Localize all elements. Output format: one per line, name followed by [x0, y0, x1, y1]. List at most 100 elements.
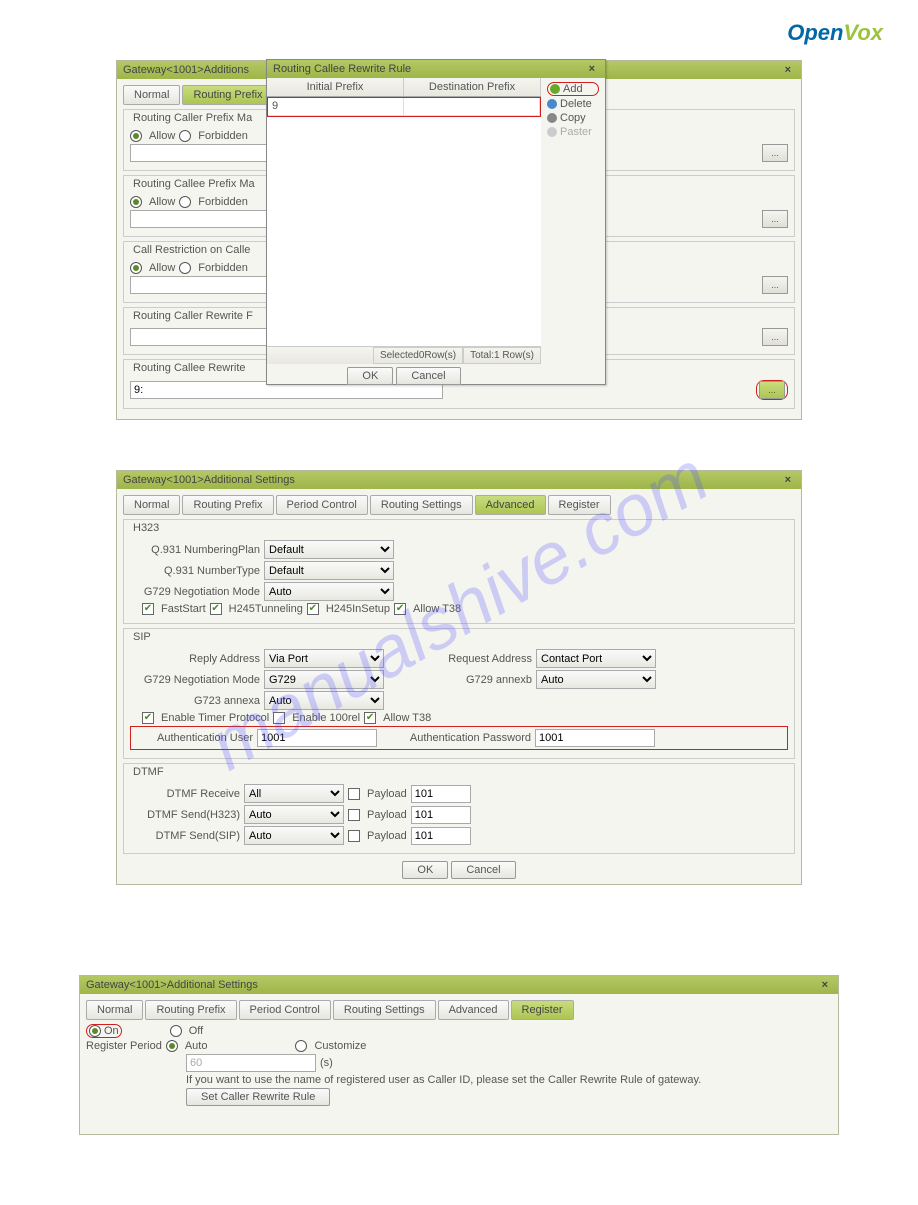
ok-button[interactable]: OK: [402, 861, 448, 879]
forbidden-radio[interactable]: [179, 130, 191, 142]
g729-neg-select[interactable]: G729: [264, 670, 384, 689]
grid-row[interactable]: 9: [267, 97, 541, 117]
add-action[interactable]: Add: [547, 82, 599, 96]
legend: Routing Callee Prefix Ma: [130, 178, 258, 190]
label: H245InSetup: [326, 603, 390, 615]
close-icon[interactable]: ×: [781, 64, 795, 76]
request-address-select[interactable]: Contact Port: [536, 649, 656, 668]
label: Payload: [367, 788, 407, 800]
tab-advanced[interactable]: Advanced: [438, 1000, 509, 1020]
col-initial-prefix: Initial Prefix: [267, 78, 404, 96]
ellipsis-button[interactable]: ...: [762, 144, 788, 162]
copy-action[interactable]: Copy: [547, 112, 599, 124]
label: Enable Timer Protocol: [161, 712, 269, 724]
dtmf-receive-select[interactable]: All: [244, 784, 344, 803]
note-text: If you want to use the name of registere…: [186, 1074, 701, 1086]
set-caller-rewrite-button[interactable]: Set Caller Rewrite Rule: [186, 1088, 330, 1106]
cell-destination[interactable]: [404, 98, 540, 116]
auto-radio[interactable]: [166, 1040, 178, 1052]
tab-period-control[interactable]: Period Control: [239, 1000, 331, 1020]
paster-action[interactable]: Paster: [547, 126, 599, 138]
grid-footer: Selected0Row(s) Total:1 Row(s): [267, 347, 541, 364]
payload-input[interactable]: [411, 806, 471, 824]
panel-register: Gateway<1001>Additional Settings × Norma…: [79, 975, 839, 1135]
legend: SIP: [130, 631, 154, 643]
g729-mode-select[interactable]: Auto: [264, 582, 394, 601]
tab-register[interactable]: Register: [548, 495, 611, 515]
tab-normal[interactable]: Normal: [123, 85, 180, 105]
off-radio[interactable]: [170, 1025, 182, 1037]
payload-input[interactable]: [411, 785, 471, 803]
label: Payload: [367, 830, 407, 842]
close-icon[interactable]: ×: [585, 63, 599, 75]
payload-checkbox: [348, 830, 360, 842]
reply-address-select[interactable]: Via Port: [264, 649, 384, 668]
cell-initial[interactable]: 9: [268, 98, 404, 116]
allow-t38-checkbox[interactable]: ✔: [394, 603, 406, 615]
cancel-button[interactable]: Cancel: [396, 367, 460, 385]
ellipsis-button[interactable]: ...: [759, 381, 785, 399]
tab-period-control[interactable]: Period Control: [276, 495, 368, 515]
allow-label: Allow: [149, 130, 175, 142]
auth-password-input[interactable]: [535, 729, 655, 747]
allow-label: Allow: [149, 196, 175, 208]
tab-normal[interactable]: Normal: [123, 495, 180, 515]
label: Reply Address: [130, 653, 260, 665]
auth-user-input[interactable]: [257, 729, 377, 747]
sip-allow-t38-checkbox[interactable]: ✔: [364, 712, 376, 724]
dtmf-sip-select[interactable]: Auto: [244, 826, 344, 845]
payload-checkbox: [348, 809, 360, 821]
panel3-title: Gateway<1001>Additional Settings: [86, 979, 258, 991]
forbidden-radio[interactable]: [179, 262, 191, 274]
on-label: On: [104, 1025, 119, 1037]
label: FastStart: [161, 603, 206, 615]
close-icon[interactable]: ×: [818, 979, 832, 991]
g723-select[interactable]: Auto: [264, 691, 384, 710]
label: Q.931 NumberingPlan: [130, 544, 260, 556]
delete-action[interactable]: Delete: [547, 98, 599, 110]
number-type-select[interactable]: Default: [264, 561, 394, 580]
forbidden-radio[interactable]: [179, 196, 191, 208]
payload-input[interactable]: [411, 827, 471, 845]
tab-advanced[interactable]: Advanced: [475, 495, 546, 515]
ok-button[interactable]: OK: [347, 367, 393, 385]
cancel-button[interactable]: Cancel: [451, 861, 515, 879]
ellipsis-button[interactable]: ...: [762, 210, 788, 228]
tab-routing-prefix[interactable]: Routing Prefix: [145, 1000, 236, 1020]
period-input[interactable]: [186, 1054, 316, 1072]
forbidden-label: Forbidden: [198, 262, 248, 274]
tab-routing-settings[interactable]: Routing Settings: [370, 495, 473, 515]
allow-radio[interactable]: [130, 262, 142, 274]
label: Request Address: [422, 653, 532, 665]
allow-radio[interactable]: [130, 196, 142, 208]
label: Authentication Password: [381, 732, 531, 744]
label: Allow T38: [413, 603, 461, 615]
customize-label: Customize: [314, 1040, 366, 1052]
panel1-title: Gateway<1001>Additions: [123, 64, 249, 76]
dtmf-h323-select[interactable]: Auto: [244, 805, 344, 824]
on-radio[interactable]: [89, 1025, 101, 1037]
annexb-select[interactable]: Auto: [536, 670, 656, 689]
selected-count: Selected0Row(s): [373, 347, 463, 364]
tab-routing-prefix[interactable]: Routing Prefix: [182, 85, 273, 105]
payload-checkbox: [348, 788, 360, 800]
register-period-label: Register Period: [86, 1040, 162, 1052]
allow-radio[interactable]: [130, 130, 142, 142]
close-icon[interactable]: ×: [781, 474, 795, 486]
customize-radio[interactable]: [295, 1040, 307, 1052]
tab-routing-settings[interactable]: Routing Settings: [333, 1000, 436, 1020]
h245tunnel-checkbox[interactable]: ✔: [210, 603, 222, 615]
enable-timer-checkbox[interactable]: ✔: [142, 712, 154, 724]
enable-100rel-checkbox[interactable]: [273, 712, 285, 724]
tab-register[interactable]: Register: [511, 1000, 574, 1020]
ellipsis-button[interactable]: ...: [762, 276, 788, 294]
panel2-title: Gateway<1001>Additional Settings: [123, 474, 295, 486]
label: DTMF Receive: [130, 788, 240, 800]
tab-normal[interactable]: Normal: [86, 1000, 143, 1020]
ellipsis-button[interactable]: ...: [762, 328, 788, 346]
numbering-plan-select[interactable]: Default: [264, 540, 394, 559]
h245setup-checkbox[interactable]: ✔: [307, 603, 319, 615]
faststart-checkbox[interactable]: ✔: [142, 603, 154, 615]
tab-routing-prefix[interactable]: Routing Prefix: [182, 495, 273, 515]
label: H245Tunneling: [229, 603, 303, 615]
